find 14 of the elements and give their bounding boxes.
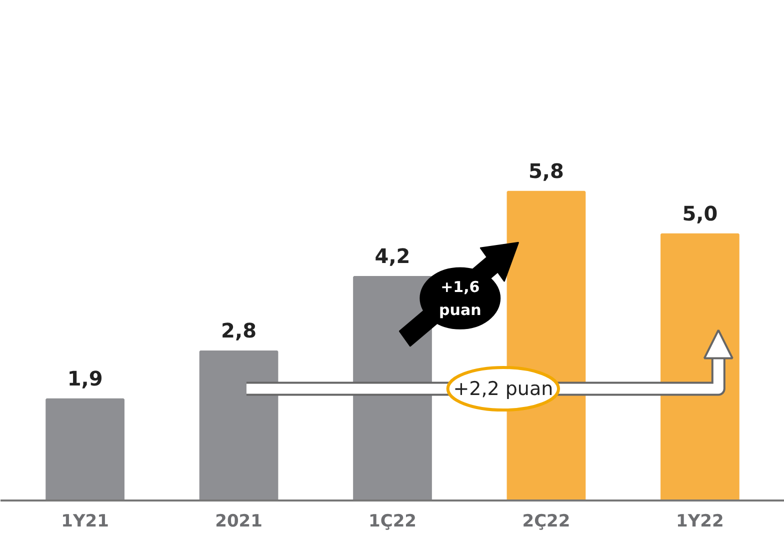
bar <box>660 233 740 500</box>
x-tick-label: 1Y21 <box>61 512 109 532</box>
x-tick-label: 2021 <box>215 512 262 532</box>
bar <box>46 398 124 500</box>
annotation: +1,6 puan <box>439 278 482 319</box>
x-tick-label: 1Y22 <box>676 512 724 532</box>
bar <box>199 350 278 500</box>
data-label: 5,8 <box>528 158 564 183</box>
x-tick-label: 1Ç22 <box>368 512 416 532</box>
data-label: 1,9 <box>67 366 103 390</box>
x-tick-label: 2Ç22 <box>522 512 570 532</box>
data-label: 2,8 <box>221 318 256 342</box>
data-label: 5,0 <box>682 201 718 226</box>
data-label: 4,2 <box>374 244 410 268</box>
